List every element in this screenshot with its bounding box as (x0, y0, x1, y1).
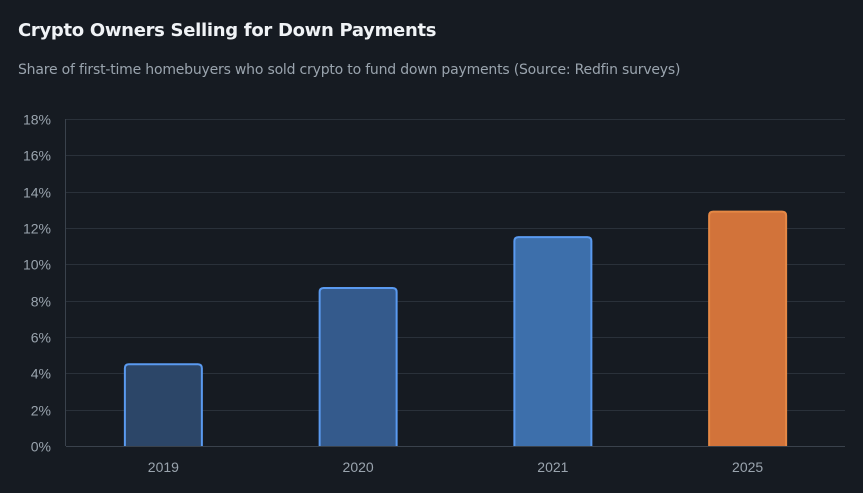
y-tick-label: 14% (23, 185, 51, 201)
bar-2021[interactable] (513, 236, 593, 446)
x-axis: 2019 2020 2021 2025 (66, 446, 845, 475)
y-axis: 0% 2% 4% 6% 8% 10% 12% 14% 16% 18% (23, 112, 66, 455)
y-tick-label: 12% (23, 221, 51, 237)
chart-title: Crypto Owners Selling for Down Payments (18, 20, 437, 41)
y-tick-label: 4% (31, 366, 51, 382)
y-tick-label: 16% (23, 148, 51, 164)
x-tick-label: 2020 (343, 459, 374, 475)
y-tick-label: 6% (31, 330, 51, 346)
bars (123, 210, 788, 446)
bar-2019[interactable] (123, 363, 203, 446)
y-tick-label: 0% (31, 439, 51, 455)
y-tick-label: 8% (31, 294, 51, 310)
chart-subtitle: Share of first-time homebuyers who sold … (18, 62, 681, 78)
x-tick-label: 2025 (732, 459, 763, 475)
bar-2020[interactable] (318, 286, 398, 446)
y-tick-label: 18% (23, 112, 51, 128)
bar-2025[interactable] (708, 210, 788, 446)
y-tick-label: 2% (31, 403, 51, 419)
y-tick-label: 10% (23, 257, 51, 273)
x-tick-label: 2019 (148, 459, 179, 475)
x-tick-label: 2021 (537, 459, 568, 475)
